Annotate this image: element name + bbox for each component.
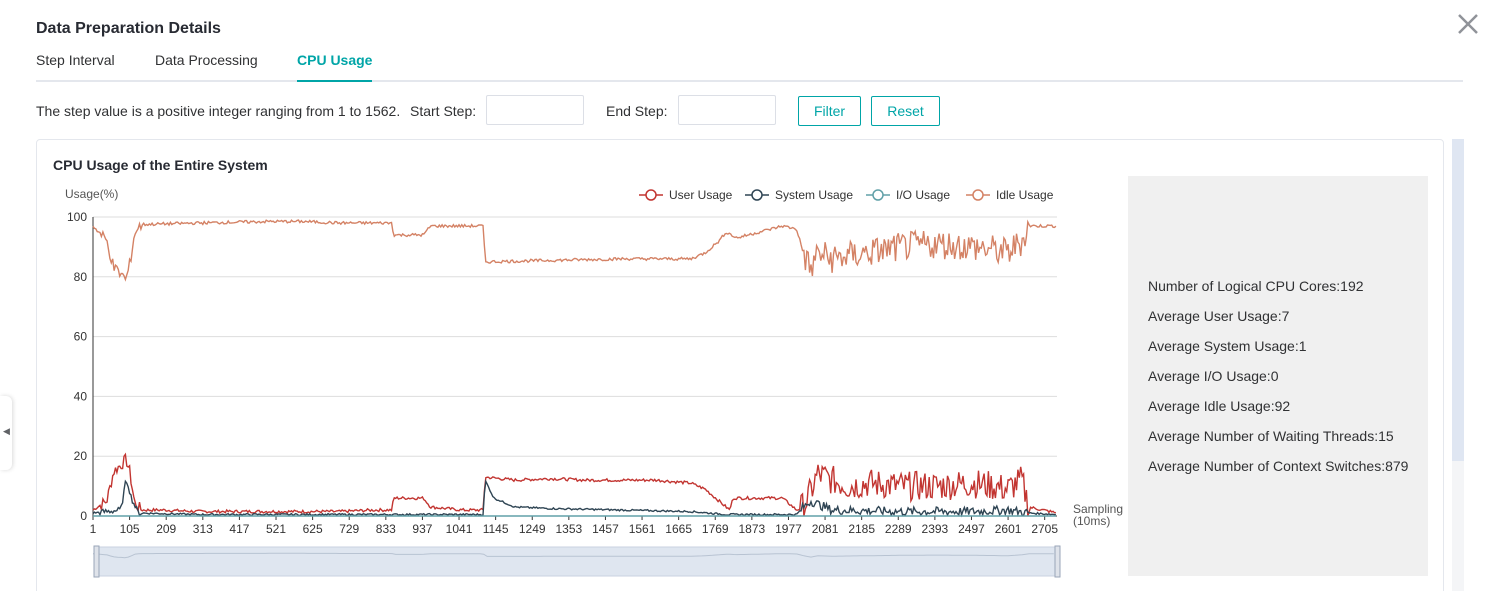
cpu-summary-panel: Number of Logical CPU Cores:192 Average … — [1128, 176, 1428, 576]
x-tick-label: 2289 — [885, 522, 912, 536]
legend-label: System Usage — [775, 188, 853, 202]
avg-idle-usage: Average Idle Usage:92 — [1148, 398, 1291, 414]
end-step-input[interactable] — [678, 95, 776, 125]
x-tick-label: 105 — [120, 522, 140, 536]
close-icon[interactable] — [1456, 12, 1480, 36]
series-line-idle-usage — [92, 219, 1057, 282]
avg-user-usage: Average User Usage:7 — [1148, 308, 1290, 324]
y-tick-label: 100 — [67, 210, 87, 224]
legend-marker — [645, 189, 657, 201]
x-axis-title: Sampling (10ms) — [1073, 502, 1123, 528]
caret-left-icon: ◀ — [3, 426, 10, 436]
step-range-hint: The step value is a positive integer ran… — [36, 103, 401, 119]
x-tick-label: 625 — [303, 522, 323, 536]
legend-marker — [751, 189, 763, 201]
cpu-usage-card: CPU Usage of the Entire System Usage(%) 0… — [36, 139, 1444, 591]
x-tick-label: 937 — [412, 522, 432, 536]
logical-cpu-cores: Number of Logical CPU Cores:192 — [1148, 278, 1364, 294]
x-tick-label: 1145 — [483, 522, 509, 536]
y-tick-label: 80 — [74, 270, 88, 284]
avg-context-switches: Average Number of Context Switches:879 — [1148, 458, 1409, 474]
x-tick-label: 2601 — [995, 522, 1022, 536]
zoom-slider-handle-right[interactable] — [1054, 545, 1061, 578]
step-filter-row: The step value is a positive integer ran… — [36, 95, 1456, 127]
avg-io-usage: Average I/O Usage:0 — [1148, 368, 1279, 384]
x-tick-label: 1353 — [555, 522, 582, 536]
vertical-scrollbar[interactable] — [1452, 139, 1464, 591]
reset-button[interactable]: Reset — [871, 96, 940, 126]
end-step-label: End Step: — [606, 103, 668, 119]
tab-cpu-usage[interactable]: CPU Usage — [297, 52, 373, 82]
tab-step-interval[interactable]: Step Interval — [36, 52, 115, 68]
series-line-system-usage — [92, 479, 1056, 518]
x-tick-label: 729 — [339, 522, 359, 536]
x-tick-label: 1665 — [665, 522, 692, 536]
x-tick-label: 833 — [376, 522, 396, 536]
dialog-title: Data Preparation Details — [36, 20, 221, 37]
x-tick-label: 2497 — [958, 522, 985, 536]
legend-label: User Usage — [669, 188, 733, 202]
cpu-usage-chart: Usage(%) 0 20 40 60 80 100 1 105 209 313 417 521 625 7… — [65, 187, 1123, 578]
avg-system-usage: Average System Usage:1 — [1148, 338, 1307, 354]
y-tick-label: 40 — [74, 389, 88, 403]
avg-waiting-threads: Average Number of Waiting Threads:15 — [1148, 428, 1394, 444]
x-tick-label: 1873 — [739, 522, 766, 536]
start-step-label: Start Step: — [410, 103, 477, 119]
tab-data-processing[interactable]: Data Processing — [155, 52, 258, 68]
sidebar-collapse-toggle[interactable]: ◀ — [0, 396, 12, 470]
x-tick-label: 1041 — [446, 522, 473, 536]
x-tick-label: 2393 — [922, 522, 949, 536]
start-step-input[interactable] — [486, 95, 584, 125]
y-tick-label: 20 — [74, 449, 88, 463]
zoom-slider-handle-left[interactable] — [93, 545, 100, 578]
x-tick-label: 1 — [90, 522, 97, 536]
x-tick-label: 313 — [193, 522, 213, 536]
y-tick-label: 0 — [80, 509, 87, 523]
zoom-slider-track — [95, 546, 1058, 577]
filter-button[interactable]: Filter — [798, 96, 861, 126]
y-tick-label: 60 — [74, 330, 88, 344]
legend-marker — [872, 189, 884, 201]
scrollbar-thumb[interactable] — [1452, 139, 1464, 461]
x-tick-label: 1249 — [519, 522, 546, 536]
tab-bar: Step Interval Data Processing CPU Usage — [36, 52, 1463, 82]
legend-label: I/O Usage — [896, 188, 950, 202]
x-tick-label: 1769 — [702, 522, 729, 536]
x-tick-label: 2185 — [848, 522, 875, 536]
series-line-user-usage — [92, 452, 1056, 517]
x-tick-label: 1977 — [775, 522, 802, 536]
legend-marker — [972, 189, 984, 201]
x-tick-label: 1561 — [629, 522, 656, 536]
card-title: CPU Usage of the Entire System — [53, 157, 268, 173]
zoom-slider-preview — [92, 552, 1054, 559]
x-tick-label: 209 — [156, 522, 176, 536]
legend-label: Idle Usage — [996, 188, 1054, 202]
x-tick-label: 1457 — [592, 522, 619, 536]
x-tick-label: 2705 — [1031, 522, 1058, 536]
x-tick-label: 521 — [266, 522, 286, 536]
y-axis-title: Usage(%) — [65, 187, 118, 201]
x-tick-label: 2081 — [812, 522, 839, 536]
x-tick-label: 417 — [229, 522, 249, 536]
